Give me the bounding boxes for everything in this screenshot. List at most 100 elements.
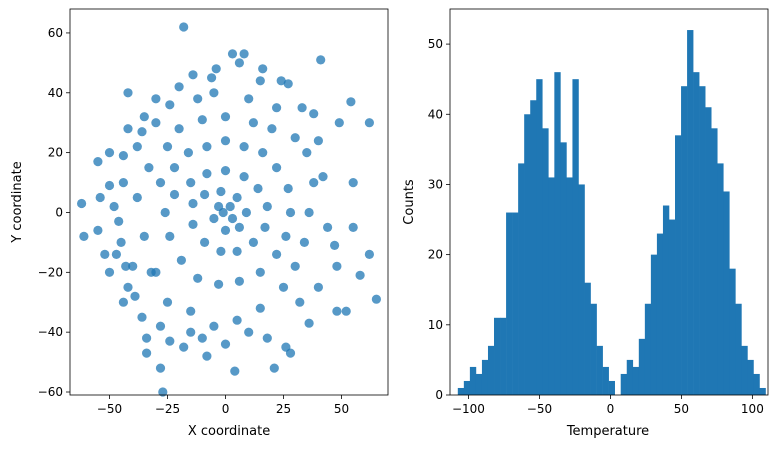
scatter-point [227, 49, 238, 59]
scatter-point [186, 306, 196, 316]
histogram-y-tick-label: 10 [428, 318, 443, 332]
scatter-point [355, 270, 365, 280]
scatter-point [174, 82, 184, 92]
histogram-bar [463, 380, 471, 395]
scatter-point [330, 240, 340, 250]
scatter-point [207, 73, 217, 83]
scatter-point [364, 249, 374, 259]
histogram-bar [512, 212, 519, 395]
scatter-point [302, 148, 312, 158]
scatter-point [104, 148, 115, 158]
histogram-bar [668, 219, 676, 395]
scatter-point [248, 118, 258, 128]
scatter-point [234, 222, 244, 232]
scatter-point [278, 282, 289, 292]
histogram-bar [584, 282, 591, 395]
histogram-y-tick-label: 50 [428, 37, 443, 51]
scatter-point [241, 207, 251, 218]
scatter-point [262, 333, 272, 343]
scatter-point [299, 237, 309, 247]
histogram-y-axis: 0 10 20 30 40 50 [428, 37, 450, 402]
scatter-points [77, 22, 381, 397]
scatter-point [111, 249, 121, 259]
scatter-point [200, 237, 210, 247]
scatter-point [186, 327, 196, 337]
scatter-point [220, 136, 231, 146]
histogram-x-tick-label: −50 [527, 402, 552, 416]
scatter-point [309, 178, 319, 188]
scatter-point [155, 363, 166, 373]
scatter-x-tick-label: −25 [155, 402, 180, 416]
scatter-x-tick-label: 25 [276, 402, 291, 416]
histogram-bar [662, 205, 670, 395]
scatter-point [169, 189, 180, 200]
scatter-point [209, 88, 219, 98]
scatter-point [239, 49, 249, 59]
scatter-point [202, 142, 212, 152]
histogram-bar [644, 303, 652, 395]
scatter-y-tick-label: 20 [48, 146, 63, 160]
scatter-point [318, 172, 328, 182]
scatter-point [183, 148, 193, 158]
scatter-point [313, 282, 323, 292]
histogram-bar [626, 359, 634, 395]
scatter-point [371, 294, 381, 304]
histogram-bar [729, 268, 736, 395]
histogram-bar [632, 366, 640, 395]
histogram-bar [735, 303, 742, 395]
histogram-bar [524, 114, 531, 396]
scatter-x-tick-label: 0 [222, 402, 230, 416]
scatter-point [93, 225, 103, 235]
scatter-point [162, 297, 173, 307]
scatter-point [220, 339, 231, 349]
histogram-bar [500, 317, 507, 395]
histogram-bar [578, 184, 585, 395]
scatter-point [162, 142, 173, 152]
scatter-point [151, 94, 161, 104]
scatter-point [104, 267, 115, 277]
scatter-point [283, 79, 293, 89]
scatter-point [188, 70, 198, 80]
scatter-y-tick-label: −60 [38, 385, 63, 399]
scatter-point [234, 58, 244, 68]
histogram-bar [530, 100, 537, 396]
histogram-bar [681, 86, 688, 395]
histogram-plot-frame [449, 8, 769, 396]
scatter-point [267, 124, 277, 134]
scatter-point [272, 103, 282, 113]
scatter-point [155, 178, 166, 188]
scatter-point [197, 115, 207, 125]
histogram-bar [711, 128, 718, 395]
histogram-bars [457, 30, 766, 396]
scatter-point [193, 94, 203, 104]
histogram-bar [481, 359, 489, 395]
scatter-y-tick-label: 0 [55, 205, 63, 219]
scatter-point [200, 189, 210, 200]
scatter-point [239, 142, 249, 152]
scatter-x-tick-label: 50 [334, 402, 349, 416]
scatter-point [139, 112, 149, 122]
scatter-point [255, 76, 265, 86]
scatter-y-tick-label: 40 [48, 86, 63, 100]
scatter-point [211, 64, 221, 74]
scatter-point [313, 136, 323, 146]
scatter-point [239, 172, 249, 182]
scatter-point [269, 363, 279, 373]
histogram-bar [457, 387, 465, 395]
scatter-point [176, 255, 186, 265]
histogram-bar [536, 79, 543, 396]
histogram-bar [572, 79, 579, 396]
scatter-point [155, 321, 166, 331]
scatter-point [137, 127, 147, 137]
scatter-point [109, 201, 119, 212]
scatter-point [193, 273, 203, 283]
scatter-point [230, 366, 240, 376]
scatter-point [262, 201, 272, 212]
scatter-point [118, 178, 128, 188]
scatter-point [137, 312, 147, 322]
histogram-y-tick-label: 0 [435, 388, 443, 402]
histogram-bar [687, 30, 694, 396]
scatter-point [142, 333, 152, 343]
histogram-x-tick-label: 0 [607, 402, 615, 416]
